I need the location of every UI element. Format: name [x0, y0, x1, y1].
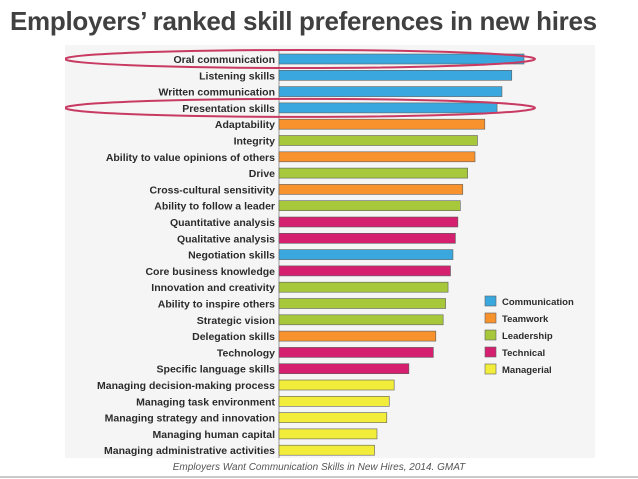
bar-adaptability	[278, 118, 486, 130]
category-label: Managing human capital	[152, 429, 275, 441]
bar-technology	[278, 347, 434, 358]
bar-oral-communication	[278, 53, 525, 65]
category-label: Oral communication	[173, 54, 275, 66]
bar-negotiation-skills	[278, 249, 454, 260]
category-label: Technology	[217, 347, 275, 359]
skill-preferences-bar-chart: Oral communication Listening skills Writte…	[65, 49, 574, 458]
category-label: Quantitative analysis	[170, 217, 275, 229]
category-label: Specific language skills	[157, 364, 276, 376]
highlight-ellipse	[65, 97, 536, 118]
bar-managing-administrative-activities	[278, 444, 375, 456]
category-label: Qualitative analysis	[177, 233, 275, 245]
legend-label-managerial: Managerial	[502, 365, 552, 376]
category-label: Managing strategy and innovation	[105, 413, 275, 425]
bar-ability-to-follow-a-leader	[278, 200, 461, 211]
bar-presentation-skills	[278, 102, 498, 114]
category-label: Managing decision-making process	[97, 380, 275, 392]
category-label: Integrity	[234, 136, 276, 148]
category-label: Ability to value opinions of others	[106, 152, 275, 164]
bar-innovation-and-creativity	[278, 281, 449, 293]
category-label: Delegation skills	[192, 331, 275, 343]
bottom-divider	[0, 476, 638, 478]
bar-cross-cultural-sensitivity	[278, 184, 464, 195]
legend-swatch-leadership	[484, 329, 497, 341]
category-label: Cross-cultural sensitivity	[150, 184, 276, 196]
category-label: Presentation skills	[182, 103, 275, 115]
category-label: Written communication	[159, 87, 275, 99]
bar-integrity	[278, 135, 478, 146]
bar-core-business-knowledge	[278, 265, 451, 277]
category-label: Drive	[249, 168, 275, 180]
slide-title: Employers’ ranked skill preferences in n…	[10, 6, 597, 36]
legend-label-teamwork: Teamwork	[502, 314, 549, 325]
category-label: Managing administrative activities	[104, 445, 275, 457]
bar-managing-human-capital	[278, 428, 378, 440]
bar-written-communication	[278, 86, 503, 97]
bar-managing-decision-making-process	[278, 379, 395, 391]
bar-listening-skills	[278, 69, 513, 81]
bar-ability-to-value-opinions-of-others	[278, 151, 476, 163]
bar-ability-to-inspire-others	[278, 298, 446, 309]
legend-label-technical: Technical	[502, 348, 545, 359]
category-label: Negotiation skills	[188, 250, 275, 262]
bar-drive	[278, 167, 468, 179]
legend-label-leadership: Leadership	[502, 331, 553, 342]
category-label: Strategic vision	[197, 315, 275, 327]
category-label: Managing task environment	[136, 396, 275, 408]
chart-panel: Oral communication Listening skills Writte…	[65, 45, 595, 458]
category-label: Adaptability	[215, 119, 275, 131]
legend-swatch-managerial	[484, 363, 497, 375]
legend-swatch-technical	[484, 346, 497, 358]
bar-strategic-vision	[278, 314, 444, 326]
bar-delegation-skills	[278, 330, 437, 342]
legend-swatch-communication	[484, 295, 497, 307]
legend-swatch-teamwork	[484, 312, 497, 324]
source-caption: Employers Want Communication Skills in N…	[172, 462, 466, 473]
bar-managing-task-environment	[278, 395, 390, 407]
category-label: Innovation and creativity	[151, 282, 275, 294]
category-label: Ability to inspire others	[158, 299, 275, 311]
category-label: Listening skills	[199, 70, 275, 82]
bar-quantitative-analysis	[278, 216, 459, 228]
bar-qualitative-analysis	[278, 233, 456, 244]
legend-label-communication: Communication	[502, 297, 574, 308]
bar-managing-strategy-and-innovation	[278, 412, 388, 423]
bar-specific-language-skills	[278, 363, 410, 375]
highlight-ellipse	[65, 49, 536, 69]
category-label: Core business knowledge	[145, 266, 275, 278]
category-label: Ability to follow a leader	[154, 201, 275, 213]
